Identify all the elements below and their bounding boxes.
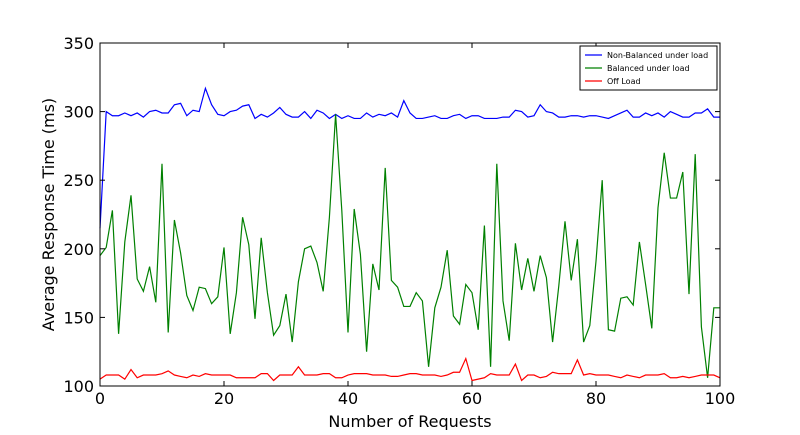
series-line [99,356,721,382]
y-tick-label: 300 [63,103,94,122]
legend-label: Non-Balanced under load [607,51,708,60]
series-layer [99,86,721,382]
axes-frame [99,42,721,387]
legend-item: Balanced under load [585,64,690,73]
series-line [99,86,720,229]
y-axis-label: Average Response Time (ms) [39,98,58,331]
x-tick-label: 20 [214,389,234,408]
series-group [99,356,721,382]
x-axis-label: Number of Requests [328,412,491,430]
y-tick-label: 350 [63,34,94,53]
legend-label: Balanced under load [607,64,690,73]
series-group [99,86,720,229]
x-tick-label: 60 [462,389,482,408]
series-group [99,114,720,378]
axes-layer: 0 20 40 60 80 100 100 150 200 250 300 350 [63,34,735,408]
x-tick-label: 80 [586,389,606,408]
legend: Non-Balanced under load Balanced under lo… [579,45,718,91]
plot-area [100,43,720,386]
y-tick-label: 250 [63,171,94,190]
legend-item: Off Load [585,77,641,86]
series-line [99,114,720,378]
legend-label: Off Load [607,77,641,86]
y-tick-label: 150 [63,308,94,327]
y-tick-label: 200 [63,240,94,259]
legend-item: Non-Balanced under load [585,51,708,60]
legend-box [579,45,718,91]
x-tick-label: 100 [705,389,736,408]
y-tick-label: 100 [63,377,94,396]
plot-background [100,43,720,386]
x-tick-label: 0 [95,389,105,408]
x-tick-label: 40 [338,389,358,408]
